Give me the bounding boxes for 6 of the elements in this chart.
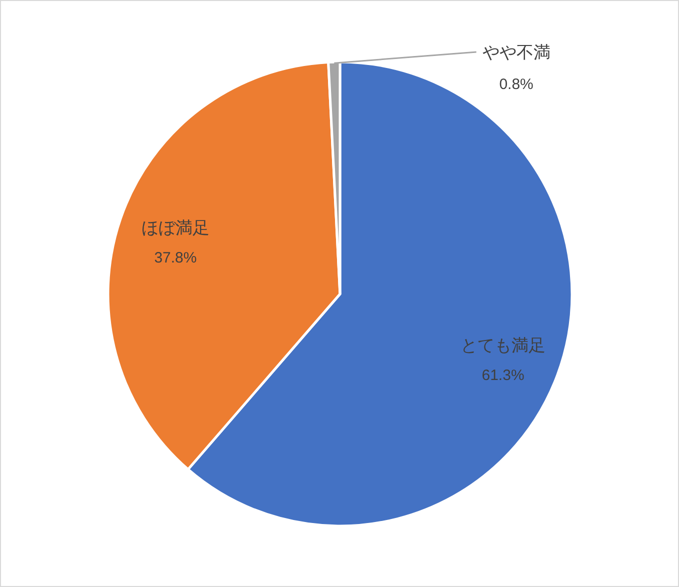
- data-label: 0.8%: [499, 76, 534, 93]
- slice-label: ほぼ満足: [141, 218, 210, 238]
- slice-label: やや不満: [482, 43, 550, 62]
- data-label: 37.8%: [154, 249, 197, 266]
- data-label: 61.3%: [482, 366, 524, 384]
- slice-label: とても満足: [460, 336, 546, 355]
